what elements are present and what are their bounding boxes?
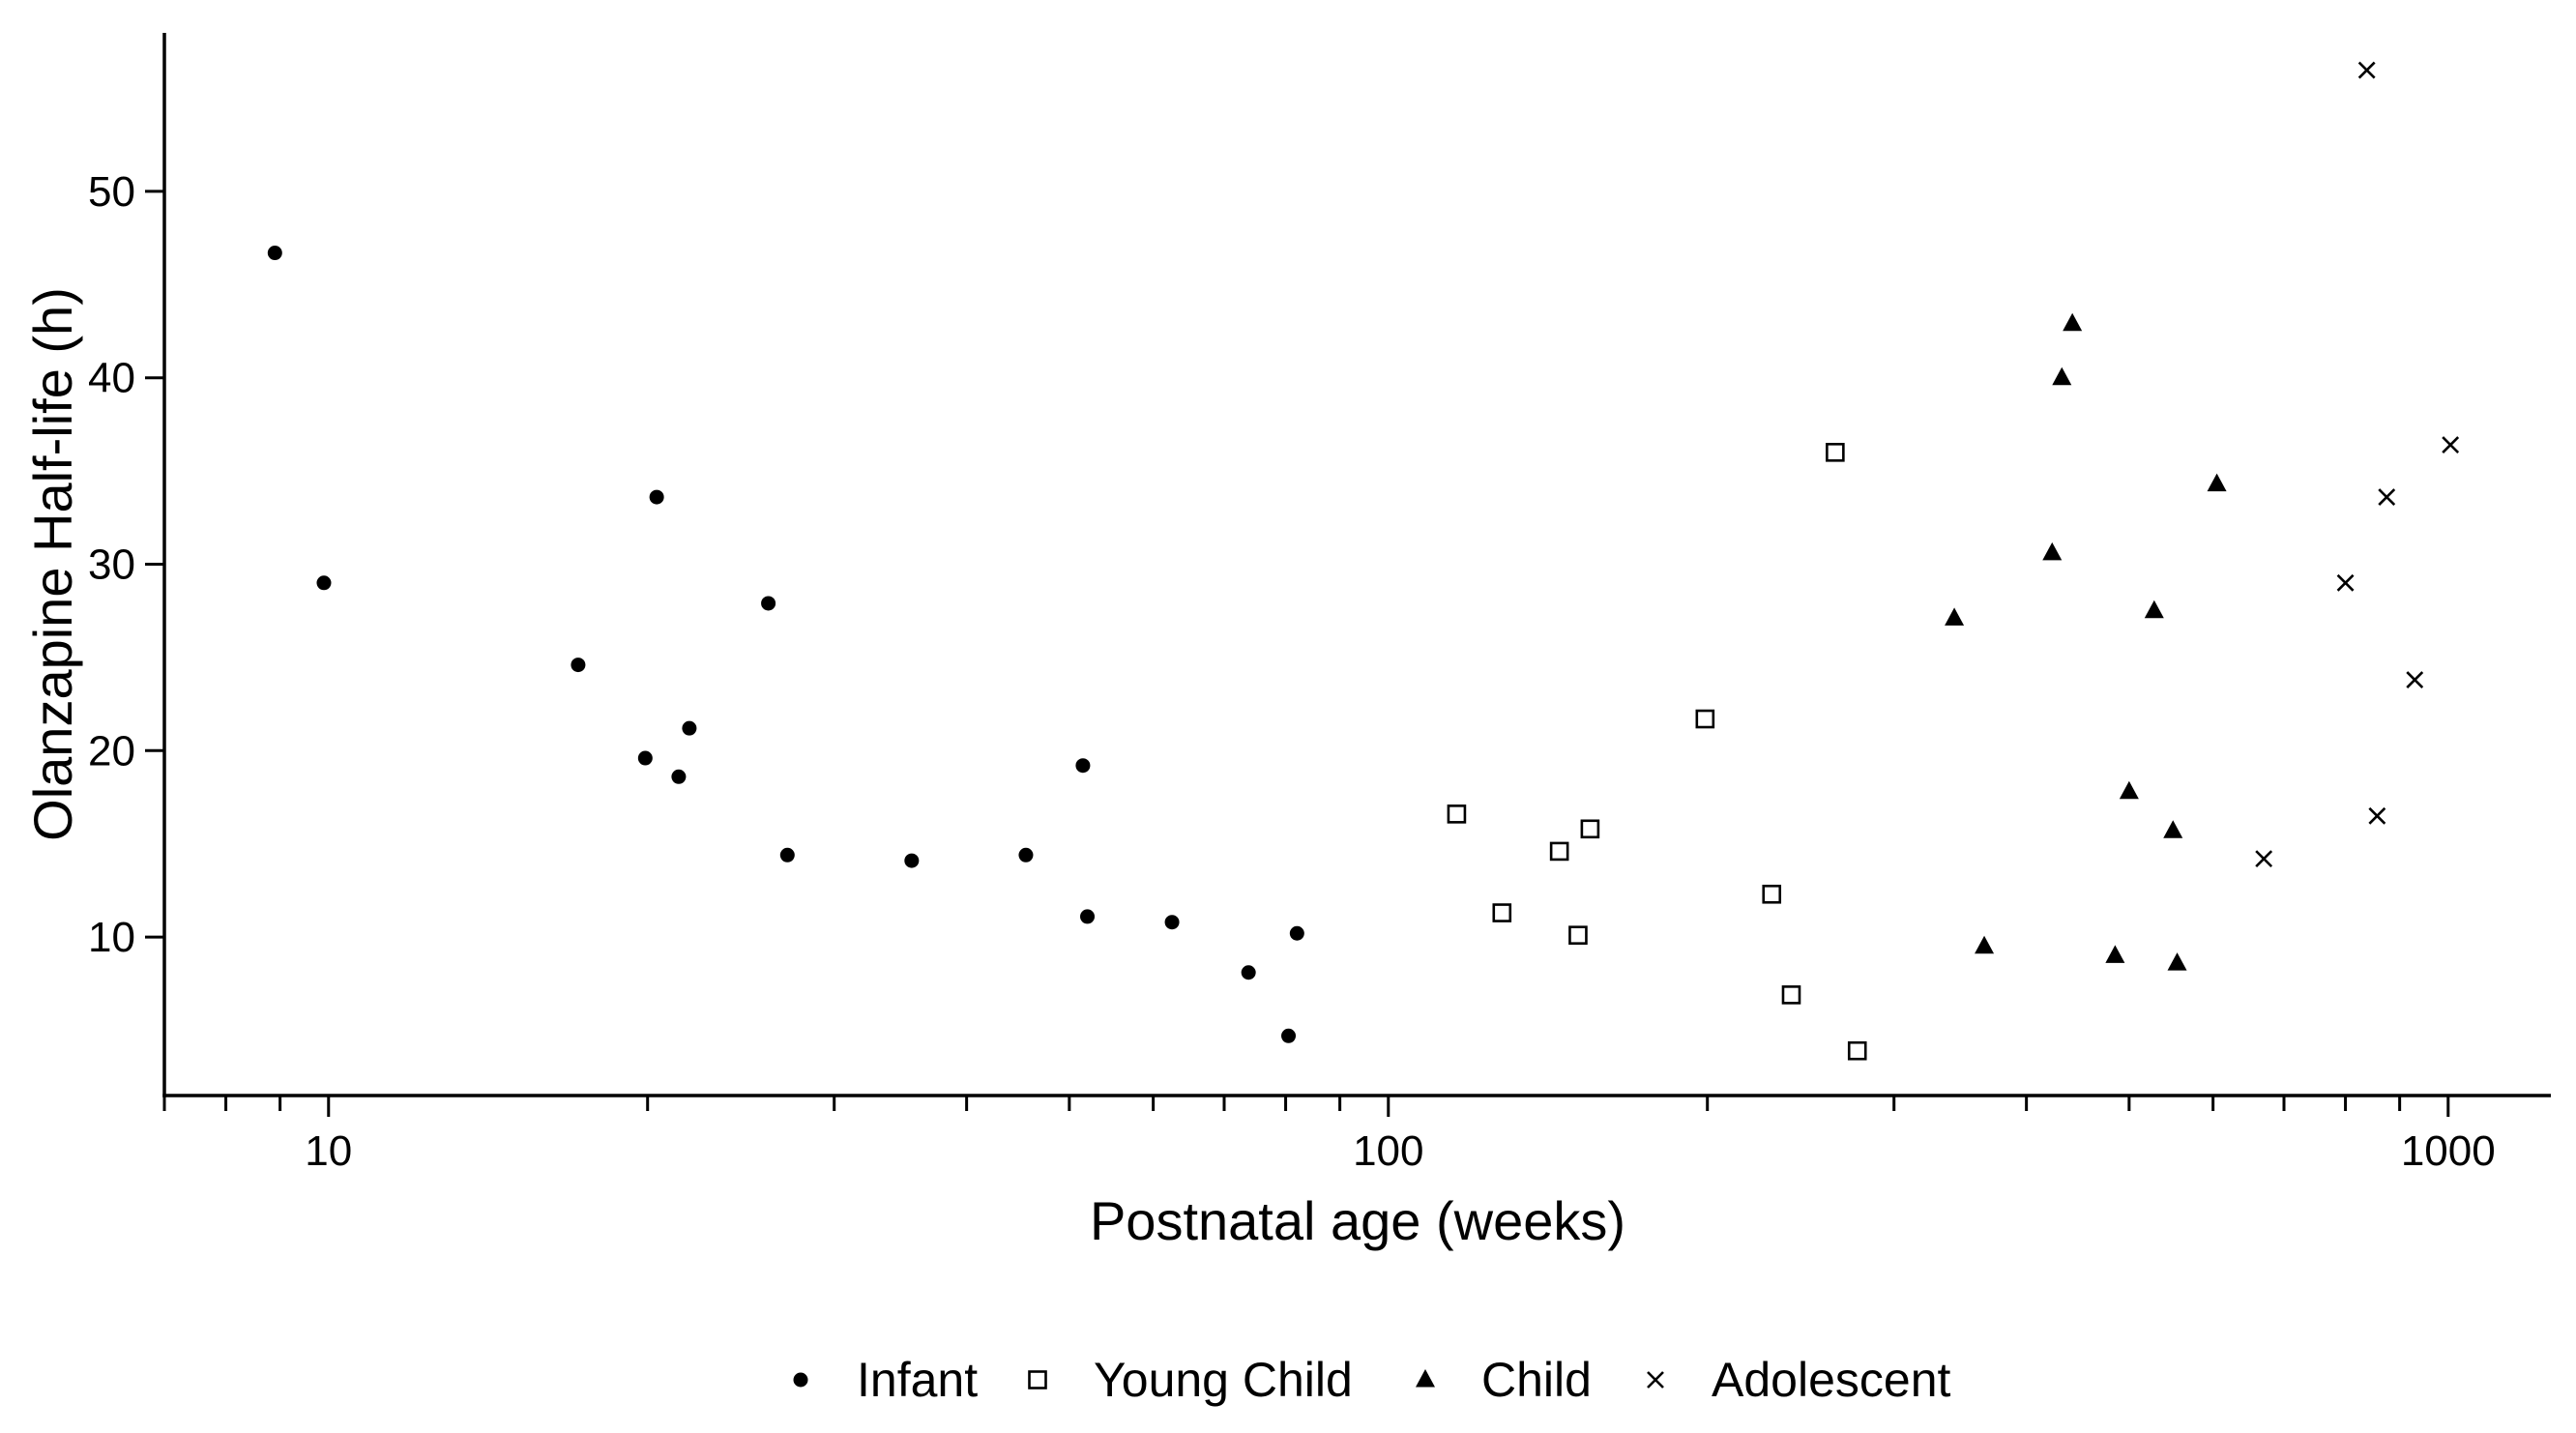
child-point [2105,945,2125,963]
child-point [1945,607,1965,626]
child-point [1975,935,1995,954]
young-child-point [1695,709,1715,729]
young-child-point [1762,884,1782,904]
data-points [267,61,2460,1061]
child-point [2063,312,2083,332]
infant-point [649,489,664,505]
legend-marker [1647,1371,1664,1389]
young-child-point [1847,1040,1867,1061]
infant-point [1075,758,1091,774]
child-point [2207,473,2227,492]
x-tick-label: 10 [305,1127,352,1175]
legend-item-young-child: Young Child [1028,1353,1353,1407]
y-tick-label: 30 [88,541,135,589]
infant-point [1281,1028,1297,1043]
infant-point [571,658,586,673]
young-child-point [1826,443,1845,462]
legend-label: Child [1481,1353,1592,1407]
infant-point [761,596,776,611]
legend-marker [1416,1369,1435,1388]
infant-point [1289,925,1304,941]
adolescent-point [2378,488,2396,507]
child-point [2119,780,2139,800]
y-tick-label: 40 [88,355,135,402]
axes [162,33,2551,1097]
child-point [2167,952,2187,971]
young-child-point [1492,903,1512,922]
series-young-child [1447,443,1867,1061]
series-adolescent [2255,61,2460,868]
x-tick-label: 1000 [2401,1127,2496,1175]
legend-item-adolescent: Adolescent [1647,1353,1950,1407]
young-child-point [1549,841,1569,862]
young-child-point [1568,925,1588,945]
young-child-point [1781,985,1801,1005]
child-point [2144,600,2164,619]
child-point [2042,541,2063,561]
series-infant [267,246,1304,1043]
legend-item-infant: Infant [793,1353,978,1407]
infant-point [671,769,687,784]
y-axis-title: Olanzapine Half-life (h) [22,287,83,841]
adolescent-point [2368,806,2386,825]
infant-point [267,246,282,261]
child-point [2163,820,2183,838]
adolescent-point [2336,573,2355,592]
adolescent-point [2442,436,2460,454]
series-child [1945,312,2227,971]
infant-point [1241,965,1256,980]
young-child-point [1447,804,1467,824]
legend-label: Adolescent [1712,1353,1950,1407]
infant-point [1164,915,1180,930]
adolescent-point [2406,671,2424,688]
x-axis-title: Postnatal age (weeks) [1090,1190,1625,1251]
infant-point [779,847,795,863]
infant-point [682,720,697,736]
infant-point [637,750,653,766]
legend-label: Infant [857,1353,978,1407]
legend-marker [1028,1370,1047,1389]
legend-marker [793,1372,808,1388]
infant-point [1018,847,1034,863]
child-point [2052,366,2072,386]
legend-item-child: Child [1416,1353,1592,1407]
infant-point [1080,909,1096,924]
adolescent-point [2357,61,2376,79]
infant-point [316,575,332,591]
infant-point [904,853,920,868]
adolescent-point [2255,850,2273,868]
young-child-point [1580,819,1600,839]
legend-label: Young Child [1094,1353,1353,1407]
x-axis-ticks: 10 100 1000 [162,1096,2496,1175]
y-axis-ticks: 10 20 30 40 50 [88,168,164,961]
y-tick-label: 10 [88,914,135,961]
y-tick-label: 50 [88,168,135,216]
legend: Infant Young Child Child Adolescent [793,1353,1950,1407]
x-tick-label: 100 [1353,1127,1423,1175]
y-tick-label: 20 [88,727,135,775]
